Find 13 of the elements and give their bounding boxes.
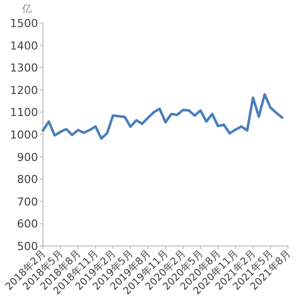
y-tick-label: 600: [17, 218, 38, 231]
y-tick-label: 1000: [10, 128, 38, 142]
y-axis-title: 亿: [21, 4, 32, 15]
line-series: [42, 93, 284, 140]
y-tick-label: 1200: [10, 84, 38, 97]
y-tick-label: 800: [17, 173, 38, 186]
y-tick-label: 500: [17, 240, 38, 253]
y-tick-label: 1500: [10, 17, 38, 30]
y-tick-label: 1400: [10, 39, 38, 52]
y-tick-label: 1100: [10, 106, 38, 120]
y-tick-label: 1300: [10, 62, 38, 75]
y-tick-label: 700: [17, 195, 38, 208]
y-tick-label: 900: [17, 150, 38, 164]
